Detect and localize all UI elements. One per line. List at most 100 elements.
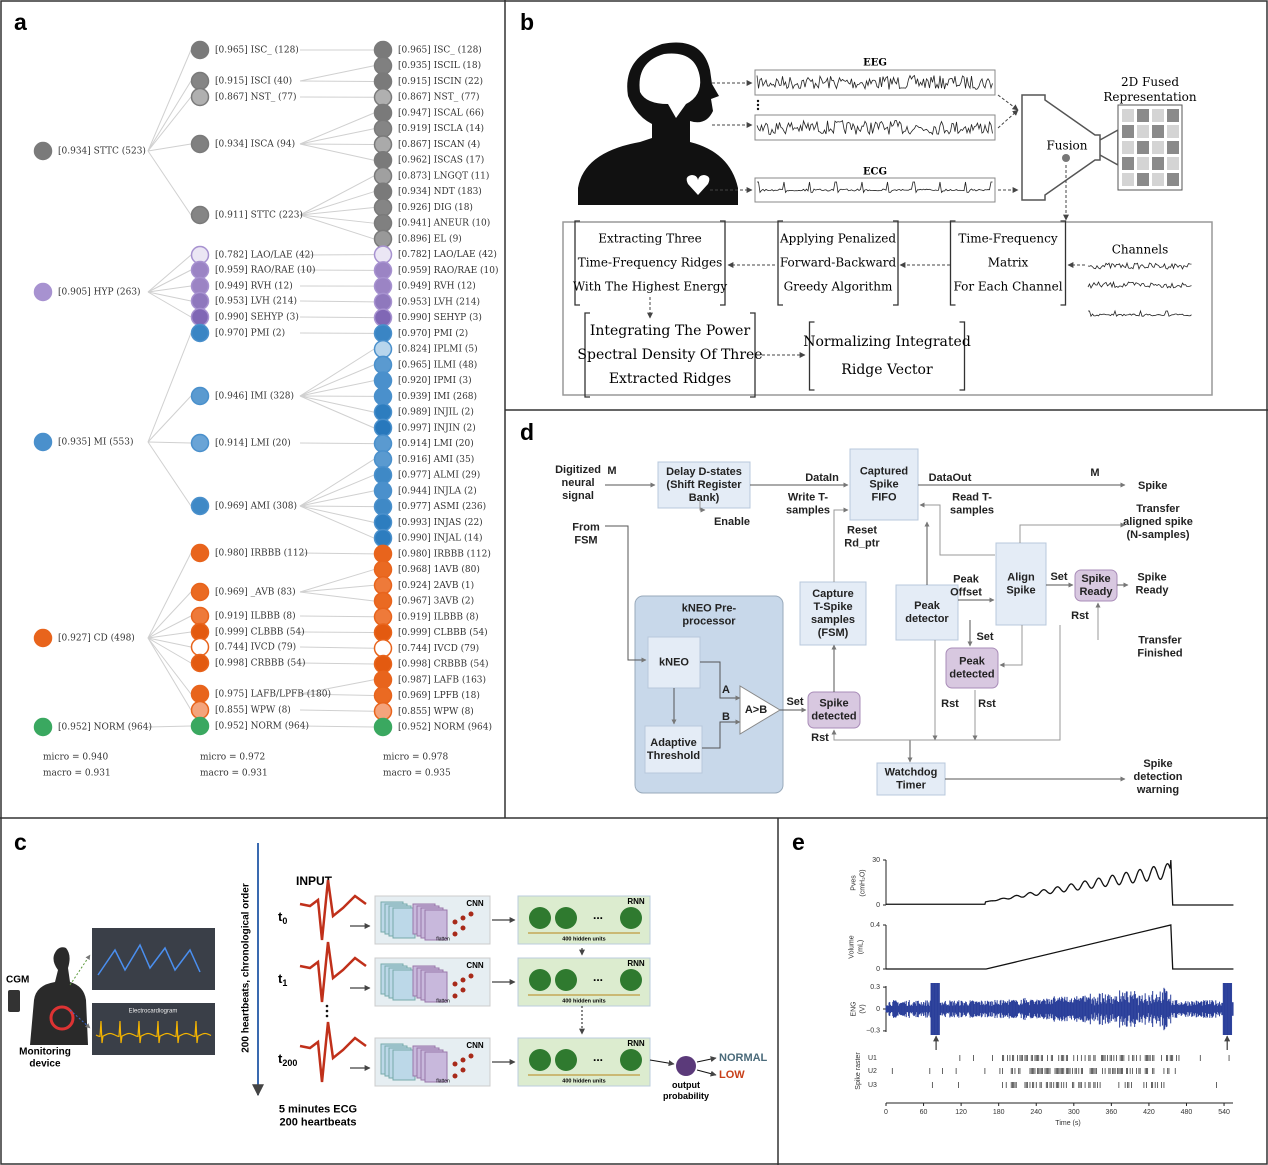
grid-cell [1122,141,1134,154]
block-label: Timer [896,779,926,791]
heart [686,175,710,195]
node-label: [0.914] LMI (20) [215,438,291,449]
node-label: [0.999] CLBBB (54) [398,627,488,638]
node-label: [0.935] MI (553) [58,437,133,448]
x-tick-label: 540 [1218,1109,1230,1116]
node-label: [0.949] RVH (12) [215,281,293,292]
y-tick-label: 0 [876,902,880,909]
bracket [949,220,1067,306]
node-label: [0.919] ILBBB (8) [215,611,296,622]
block-label: detector [905,613,949,625]
conv-layer [392,1049,416,1081]
diagram-label: Offset [950,586,982,598]
unit-label: U2 [868,1068,877,1075]
grid-cell [1122,173,1134,186]
pressure-trace [886,859,1234,906]
node-label: [0.915] ISCIN (22) [398,76,483,87]
tree-node [190,323,210,343]
tree-node [190,433,210,453]
tree-edge [299,348,375,397]
comparator [739,685,781,735]
tree-node [373,402,393,422]
ellipsis-dot [756,99,760,103]
tree-node [373,465,393,485]
tree-node [373,576,393,595]
arrow [997,109,1019,129]
diagram-label: Set [786,696,803,708]
x-tick-label: 180 [993,1109,1005,1116]
heartbeat [299,879,367,941]
node-label: [0.953] LVH (214) [215,296,297,307]
flatten-label: flatten [436,998,450,1004]
tree-node [373,150,393,170]
device-label: Monitoring [19,1047,71,1058]
tree-edge [299,316,375,319]
tree-edge [147,291,192,302]
tree-edge [147,441,192,507]
node-label: [0.867] ISCAN (4) [398,139,480,150]
tree-edge [299,709,375,712]
ecg-label: 5 minutes ECG [279,1103,357,1115]
panel-label: c [14,829,27,855]
tree-edge [147,96,192,152]
ellipsis-dot [756,103,760,107]
tree-node [373,686,393,705]
fused-label: Representation [1103,90,1197,104]
node-label: [0.744] IVCD (79) [398,643,479,654]
node-label: [0.952] NORM (964) [215,721,309,732]
node-label: [0.782] LAO/LAE (42) [398,249,497,260]
person [30,947,88,1045]
block-label: Captured [860,465,908,477]
channel-trace [1087,261,1192,271]
tree-node [190,40,210,60]
connector [702,719,741,749]
tree-edge [299,505,375,508]
step-text: Greedy Algorithm [784,280,893,294]
step-text: Spectral Density Of Three [577,347,762,363]
unit-label: U1 [868,1055,877,1062]
signal-box [754,177,996,203]
diagram-label: A [722,684,730,696]
tree-node [373,607,393,627]
tree-edge [147,332,192,443]
tree-edge [299,631,375,634]
dense-unit [452,981,458,987]
tree-edge [299,646,375,649]
node-label: [0.953] LVH (214) [398,296,480,307]
block-label: Delay D-states [666,466,742,478]
diagram-label: Digitized [555,464,601,476]
tree-edge [299,505,375,523]
diagram-label: Spike [1143,758,1172,770]
diagram-label: signal [562,490,594,502]
tree-edge [299,214,375,224]
dense-unit [452,931,458,937]
tree-node [373,87,393,107]
block [995,542,1047,626]
tree-node [190,684,210,704]
fusion-node [1062,154,1070,162]
dense-unit [460,1067,466,1073]
comparator-label: A>B [745,704,767,716]
node-label: [0.970] PMI (2) [398,328,468,339]
node-label: [0.927] CD (498) [58,633,135,644]
diagram-label: Transfer [1136,503,1180,515]
tree-edge [299,380,375,397]
arrow [649,1059,675,1067]
diagram-label: Set [976,631,993,643]
x-tick-label: 300 [1068,1109,1080,1116]
node-label: [0.949] RVH (12) [398,281,476,292]
node-label: [0.905] HYP (263) [58,287,141,298]
grid-cell [1122,109,1134,122]
x-tick-label: 240 [1030,1109,1042,1116]
node-label: [0.987] LAFB (163) [398,674,486,685]
block-label: Spike [1006,584,1035,596]
tree-node [190,134,210,154]
tree-node [373,56,393,75]
node-label: [0.926] DIG (18) [398,202,473,213]
tree-node [373,639,393,658]
macro-score: macro = 0.931 [43,769,111,779]
node-label: [0.914] LMI (20) [398,438,474,449]
micro-score: micro = 0.940 [43,753,108,763]
block-label: samples [811,614,855,626]
time-step: t200 [278,1051,297,1068]
